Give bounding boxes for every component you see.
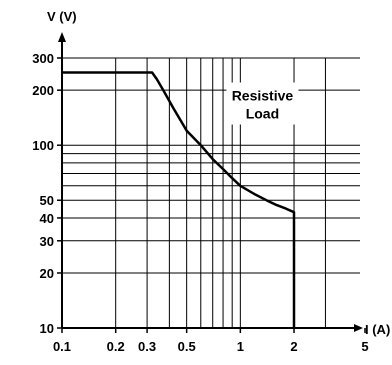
- annotation-background: [226, 82, 299, 125]
- annotation: Resistive Load: [226, 82, 299, 125]
- y-tick-label: 100: [32, 138, 54, 153]
- x-tick-label: 0.1: [53, 339, 71, 354]
- y-tick-label: 20: [40, 266, 54, 281]
- boundary-line: [62, 71, 296, 328]
- x-tick-label: 0.5: [178, 339, 196, 354]
- grid: [61, 57, 360, 329]
- x-axis-arrow: [354, 324, 363, 332]
- y-tick-label: 40: [40, 211, 54, 226]
- axes: [57, 32, 366, 333]
- annotation-line-1: Resistive: [232, 88, 294, 104]
- x-tick-label: 5: [361, 339, 368, 354]
- y-axis-arrow: [58, 32, 66, 42]
- series-group: [62, 71, 296, 328]
- x-tick-label: 0.3: [138, 339, 156, 354]
- y-tick-label: 30: [40, 234, 54, 249]
- tick-labels: 0.1 0.2 0.3 0.5 1 2 5 10 20 30 40 50 100 200 300: [32, 51, 368, 354]
- y-tick-label: 300: [32, 51, 54, 66]
- annotation-line-2: Load: [246, 106, 279, 122]
- y-tick-label: 200: [32, 83, 54, 98]
- x-tick-label: 2: [290, 339, 297, 354]
- y-axis-title: V (V): [47, 9, 77, 24]
- y-tick-label: 50: [40, 193, 54, 208]
- x-tick-label: 0.2: [107, 339, 125, 354]
- x-axis-title: I (A): [365, 322, 390, 337]
- x-tick-label: 1: [237, 339, 244, 354]
- y-tick-label: 10: [40, 321, 54, 336]
